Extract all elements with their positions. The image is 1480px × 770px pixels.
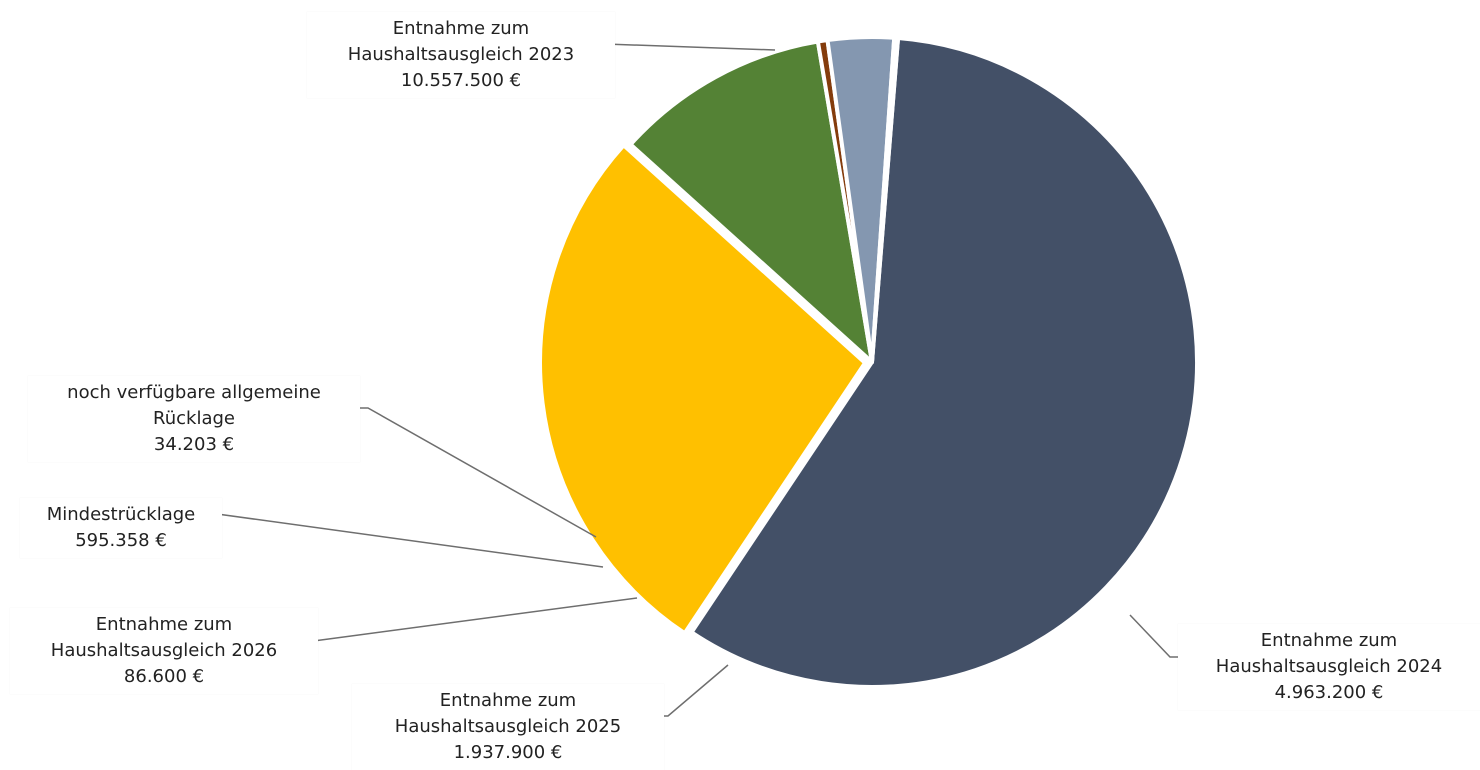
value-label: 4.963.200 € bbox=[1274, 682, 1384, 703]
label-line: noch verfügbare allgemeine bbox=[67, 382, 321, 403]
label-line: Haushaltsausgleich 2023 bbox=[347, 44, 575, 65]
pie-slice-2025 bbox=[628, 39, 874, 364]
pie-slice-2024 bbox=[538, 143, 868, 636]
label-2024: Entnahme zum Haushaltsausgleich 2024 4.9… bbox=[1178, 624, 1480, 710]
pie-slice-allgemeine-ruecklage bbox=[870, 35, 901, 364]
leader-line-mindestruecklage bbox=[209, 512, 604, 568]
value-label: 86.600 € bbox=[123, 666, 205, 687]
label-line: Rücklage bbox=[153, 408, 235, 429]
leader-line-2023 bbox=[604, 43, 776, 51]
pie-slice-2023 bbox=[689, 36, 1199, 689]
label-line: Entnahme zum bbox=[392, 18, 530, 39]
label-line: Entnahme zum bbox=[439, 690, 577, 711]
label-2023: Entnahme zum Haushaltsausgleich 2023 10.… bbox=[307, 12, 615, 98]
value-label: 595.358 € bbox=[75, 530, 167, 551]
label-line: Haushaltsausgleich 2024 bbox=[1215, 656, 1443, 677]
label-line: Mindestrücklage bbox=[46, 504, 196, 525]
value-label: 10.557.500 € bbox=[400, 70, 522, 91]
leader-line-2026 bbox=[305, 597, 638, 643]
label-mindestruecklage: Mindestrücklage 595.358 € bbox=[20, 498, 222, 558]
label-line: Entnahme zum bbox=[1260, 630, 1398, 651]
label-allgemeine-ruecklage: noch verfügbare allgemeine Rücklage 34.2… bbox=[28, 376, 360, 462]
label-line: Haushaltsausgleich 2025 bbox=[394, 716, 622, 737]
value-label: 34.203 € bbox=[153, 434, 235, 455]
label-2026: Entnahme zum Haushaltsausgleich 2026 86.… bbox=[10, 608, 318, 694]
label-2025: Entnahme zum Haushaltsausgleich 2025 1.9… bbox=[352, 684, 664, 770]
label-line: Haushaltsausgleich 2026 bbox=[50, 640, 278, 661]
value-label: 1.937.900 € bbox=[453, 742, 563, 763]
leader-line-2024 bbox=[1129, 614, 1178, 658]
label-line: Entnahme zum bbox=[95, 614, 233, 635]
